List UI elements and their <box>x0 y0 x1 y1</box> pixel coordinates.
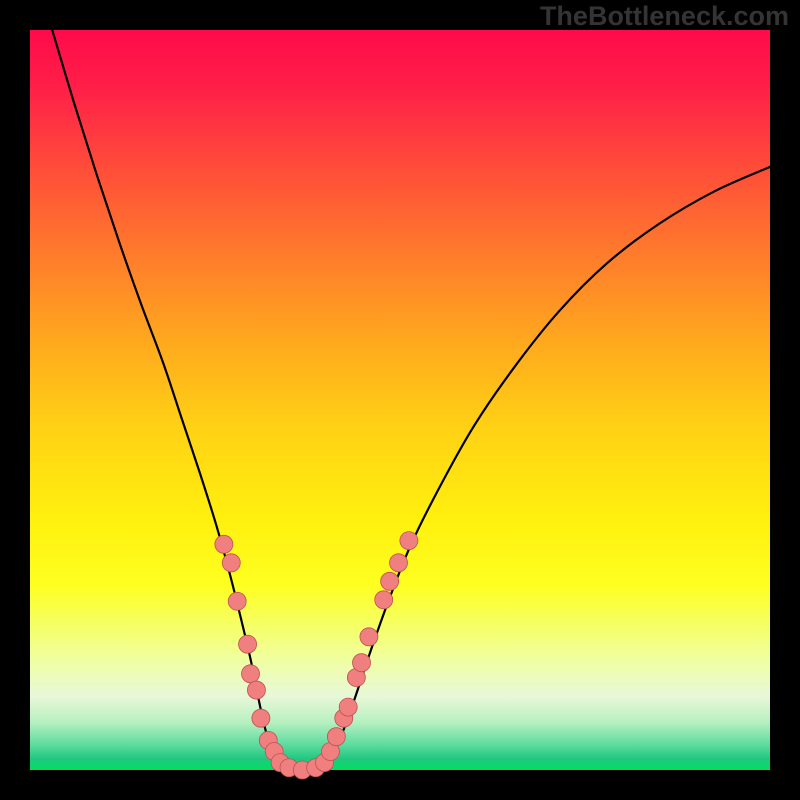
data-marker <box>222 554 240 572</box>
v-curve <box>52 30 770 770</box>
data-marker <box>360 628 378 646</box>
data-marker <box>252 709 270 727</box>
data-marker <box>239 635 257 653</box>
data-marker <box>353 654 371 672</box>
data-marker <box>390 554 408 572</box>
data-marker <box>242 665 260 683</box>
data-marker <box>215 535 233 553</box>
data-marker <box>339 698 357 716</box>
marker-group <box>215 532 418 779</box>
data-marker <box>381 572 399 590</box>
chart-frame: TheBottleneck.com <box>0 0 800 800</box>
data-marker <box>327 728 345 746</box>
data-marker <box>247 681 265 699</box>
watermark-text: TheBottleneck.com <box>540 1 789 32</box>
data-marker <box>228 592 246 610</box>
data-marker <box>400 532 418 550</box>
data-marker <box>375 591 393 609</box>
curve-layer <box>0 0 800 800</box>
